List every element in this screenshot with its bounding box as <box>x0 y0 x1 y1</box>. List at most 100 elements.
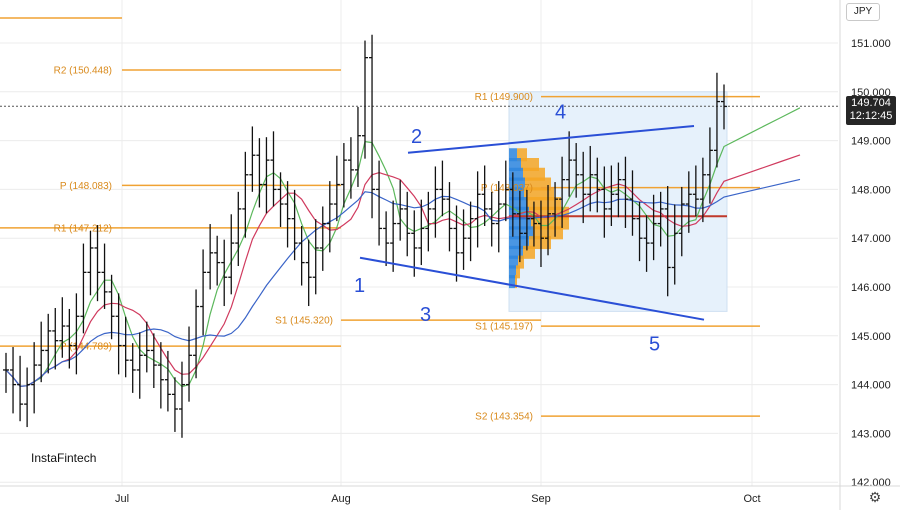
volume-bar-sell <box>523 245 535 259</box>
ohlc-bar <box>59 297 66 358</box>
ohlc-bar <box>376 160 383 246</box>
ohlc-bar <box>340 143 347 208</box>
ohlc-bar <box>502 160 509 222</box>
ohlc-bar <box>552 182 559 237</box>
ohlc-bar <box>115 293 122 375</box>
ohlc-bar <box>150 333 157 389</box>
ohlc-bar <box>404 191 411 257</box>
ohlc-bar <box>608 165 615 226</box>
ohlc-bar <box>52 307 59 370</box>
wave-label: 2 <box>411 126 422 148</box>
ohlc-bar <box>277 172 284 227</box>
ohlc-bar <box>108 274 115 340</box>
x-tick-label: Jul <box>115 493 129 505</box>
volume-bar-sell <box>521 158 539 171</box>
ohlc-bar <box>573 143 580 198</box>
ohlc-bar <box>390 200 397 272</box>
ohlc-bar <box>678 186 685 257</box>
ohlc-bar <box>10 347 17 414</box>
ohlc-bar <box>333 155 340 222</box>
ohlc-bar <box>228 214 235 295</box>
ohlc-bar <box>354 106 361 187</box>
ohlc-bar <box>171 377 178 432</box>
gear-icon[interactable]: ⚙ <box>868 489 882 505</box>
y-tick-label: 147.000 <box>851 233 891 245</box>
y-tick-label: 144.000 <box>851 380 891 392</box>
pivot-label: R1 (147.212) <box>54 223 112 234</box>
wave-label: 3 <box>420 304 431 326</box>
volume-bar-buy <box>509 197 527 211</box>
ohlc-bar <box>270 131 277 207</box>
volume-bar-sell <box>516 265 520 279</box>
ohlc-bar <box>636 201 643 262</box>
ohlc-bar <box>193 289 200 379</box>
ohlc-bar <box>94 225 101 302</box>
ohlc-bar <box>87 230 94 296</box>
pivot-label: R2 (150.448) <box>54 65 112 76</box>
ohlc-bar <box>559 156 566 228</box>
ohlc-bar <box>129 343 136 393</box>
ohlc-bar <box>319 206 326 271</box>
volume-bar-sell <box>518 255 524 269</box>
y-tick-label: 151.000 <box>851 38 891 50</box>
ohlc-bar <box>143 321 150 373</box>
ohlc-bar <box>657 191 664 247</box>
ohlc-bar <box>622 156 629 228</box>
ohlc-bar <box>122 316 129 378</box>
last-price-tag: 149.704 12:12:45 <box>846 96 896 125</box>
ohlc-bar <box>263 137 270 214</box>
ohlc-bar <box>298 226 305 286</box>
volume-bar-sell <box>523 167 545 181</box>
ohlc-bar <box>516 190 523 263</box>
x-tick-label: Oct <box>743 493 760 505</box>
pivot-label: S1 (145.197) <box>475 322 533 333</box>
ohlc-bar <box>530 201 537 247</box>
ohlc-bar <box>214 235 221 286</box>
ohlc-bar <box>284 181 291 248</box>
ohlc-bar <box>509 172 516 237</box>
y-tick-label: 145.000 <box>851 331 891 343</box>
elliott-wave-lines: 1 2 3 4 5 <box>354 102 705 355</box>
ohlc-bar <box>566 131 573 197</box>
ohlc-bar <box>164 350 171 412</box>
ohlc-bar <box>397 180 404 241</box>
ohlc-bar <box>312 219 319 295</box>
ohlc-bar <box>347 137 354 199</box>
ohlc-bar <box>101 243 108 309</box>
ohlc-bar <box>523 189 530 251</box>
volume-bar-sell <box>517 148 527 162</box>
wave-label: 4 <box>555 102 566 124</box>
ohlc-bar <box>594 157 601 213</box>
pivot-label: S1 (145.320) <box>275 316 333 327</box>
ohlc-bar <box>432 166 439 238</box>
ohlc-bars <box>3 34 727 438</box>
ohlc-bar <box>3 352 9 393</box>
ohlc-bar <box>629 170 636 236</box>
wave-lower-line <box>359 256 705 321</box>
y-tick-label: 149.000 <box>851 136 891 148</box>
ohlc-bar <box>256 138 263 208</box>
pivot-label: P (148.083) <box>60 181 112 192</box>
volume-bar-buy <box>509 148 517 162</box>
ohlc-bar <box>685 171 692 233</box>
currency-label[interactable]: JPY <box>846 3 880 21</box>
ohlc-bar <box>411 210 418 277</box>
ohlc-bar <box>362 40 368 159</box>
ohlc-bar <box>453 205 460 282</box>
ohlc-bar <box>66 308 73 369</box>
ohlc-bar <box>721 84 727 130</box>
y-tick-label: 148.000 <box>851 184 891 196</box>
ohlc-bar <box>45 313 52 374</box>
ohlc-bar <box>587 145 594 212</box>
ohlc-bar <box>474 171 481 248</box>
wave-label: 5 <box>649 333 660 355</box>
ohlc-bar <box>305 239 312 307</box>
ohlc-bar <box>671 204 678 285</box>
ohlc-bar <box>326 181 333 253</box>
ohlc-bar <box>80 243 87 334</box>
ohlc-bar <box>664 185 671 297</box>
ohlc-bar <box>488 191 495 247</box>
ohlc-bar <box>580 151 587 224</box>
ohlc-bar <box>291 189 298 261</box>
